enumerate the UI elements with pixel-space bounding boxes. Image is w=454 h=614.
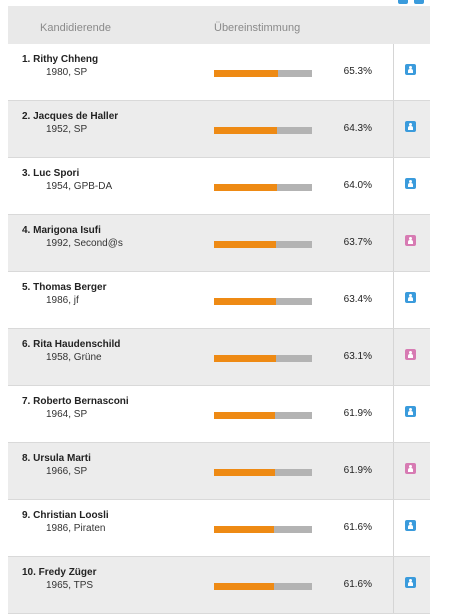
female-person-icon[interactable] (405, 463, 416, 474)
male-person-icon[interactable] (405, 292, 416, 303)
match-bar (214, 583, 312, 590)
candidate-name[interactable]: 5. Thomas Berger (22, 282, 107, 293)
candidate-meta: 1958, Grüne (46, 352, 102, 363)
match-percentage: 63.7% (343, 237, 372, 248)
candidate-name[interactable]: 6. Rita Haudenschild (22, 339, 121, 350)
candidate-meta: 1986, jf (46, 295, 79, 306)
male-filter-icon[interactable] (398, 0, 408, 4)
table-row[interactable]: 3. Luc Spori 1954, GPB-DA 64.0% (8, 158, 430, 215)
column-divider (393, 158, 394, 214)
table-row[interactable]: 9. Christian Loosli 1986, Piraten 61.6% (8, 500, 430, 557)
match-percentage: 61.9% (343, 465, 372, 476)
match-percentage: 63.1% (343, 351, 372, 362)
match-bar-fill (214, 469, 275, 476)
table-row[interactable]: 2. Jacques de Haller 1952, SP 64.3% (8, 101, 430, 158)
candidate-name[interactable]: 8. Ursula Marti (22, 453, 91, 464)
match-bar (214, 526, 312, 533)
match-bar-fill (214, 526, 275, 533)
table-row[interactable]: 5. Thomas Berger 1986, jf 63.4% (8, 272, 430, 329)
candidate-rows: 1. Rithy Chheng 1980, SP 65.3% 2. Jacques d… (8, 44, 430, 614)
column-divider (393, 101, 394, 157)
match-bar-fill (214, 412, 275, 419)
candidate-meta: 1964, SP (46, 409, 88, 420)
match-percentage: 61.6% (343, 579, 372, 590)
candidate-name[interactable]: 2. Jacques de Haller (22, 111, 119, 122)
candidate-meta: 1980, SP (46, 67, 88, 78)
candidate-name[interactable]: 10. Fredy Züger (22, 567, 97, 578)
column-divider (393, 44, 394, 100)
match-bar (214, 127, 312, 134)
table-row[interactable]: 1. Rithy Chheng 1980, SP 65.3% (8, 44, 430, 101)
table-row[interactable]: 4. Marigona Isufi 1992, Second@s 63.7% (8, 215, 430, 272)
male-person-icon[interactable] (405, 64, 416, 75)
column-divider (393, 500, 394, 556)
match-bar (214, 355, 312, 362)
male-person-icon[interactable] (405, 520, 416, 531)
column-divider (393, 272, 394, 328)
match-bar (214, 70, 312, 77)
table-row[interactable]: 8. Ursula Marti 1966, SP 61.9% (8, 443, 430, 500)
candidate-name[interactable]: 3. Luc Spori (22, 168, 80, 179)
female-filter-icon[interactable] (414, 0, 424, 4)
candidate-meta: 1992, Second@s (46, 238, 123, 249)
match-bar (214, 184, 312, 191)
candidate-name[interactable]: 9. Christian Loosli (22, 510, 109, 521)
match-bar-fill (214, 583, 275, 590)
match-bar-fill (214, 355, 276, 362)
column-divider (393, 329, 394, 385)
match-percentage: 61.6% (343, 522, 372, 533)
candidate-meta: 1952, SP (46, 124, 88, 135)
male-person-icon[interactable] (405, 121, 416, 132)
candidate-name[interactable]: 7. Roberto Bernasconi (22, 396, 129, 407)
match-bar-fill (214, 298, 277, 305)
table-row[interactable]: 7. Roberto Bernasconi 1964, SP 61.9% (8, 386, 430, 443)
header-match[interactable]: Übereinstimmung (214, 22, 301, 34)
match-percentage: 64.0% (343, 180, 372, 191)
candidate-table: Kandidierende Übereinstimmung 1. Rithy C… (8, 6, 430, 614)
candidate-name[interactable]: 1. Rithy Chheng (22, 54, 99, 65)
column-divider (393, 557, 394, 613)
candidate-meta: 1965, TPS (46, 580, 94, 591)
female-person-icon[interactable] (405, 349, 416, 360)
match-bar (214, 412, 312, 419)
candidate-meta: 1986, Piraten (46, 523, 106, 534)
match-percentage: 61.9% (343, 408, 372, 419)
match-bar (214, 298, 312, 305)
candidate-meta: 1954, GPB-DA (46, 181, 113, 192)
male-person-icon[interactable] (405, 577, 416, 588)
header-candidates[interactable]: Kandidierende (40, 22, 111, 34)
column-divider (393, 443, 394, 499)
match-bar-fill (214, 184, 277, 191)
match-bar (214, 469, 312, 476)
male-person-icon[interactable] (405, 178, 416, 189)
column-divider (393, 215, 394, 271)
candidate-meta: 1966, SP (46, 466, 88, 477)
female-person-icon[interactable] (405, 235, 416, 246)
match-bar-fill (214, 70, 278, 77)
table-row[interactable]: 10. Fredy Züger 1965, TPS 61.6% (8, 557, 430, 614)
match-percentage: 65.3% (343, 66, 372, 77)
match-bar (214, 241, 312, 248)
top-icons (398, 0, 424, 4)
table-header: Kandidierende Übereinstimmung (8, 6, 430, 44)
table-row[interactable]: 6. Rita Haudenschild 1958, Grüne 63.1% (8, 329, 430, 386)
match-bar-fill (214, 241, 277, 248)
top-strip (0, 0, 454, 6)
male-person-icon[interactable] (405, 406, 416, 417)
match-percentage: 63.4% (343, 294, 372, 305)
column-divider (393, 386, 394, 442)
match-percentage: 64.3% (343, 123, 372, 134)
match-bar-fill (214, 127, 277, 134)
candidate-name[interactable]: 4. Marigona Isufi (22, 225, 101, 236)
